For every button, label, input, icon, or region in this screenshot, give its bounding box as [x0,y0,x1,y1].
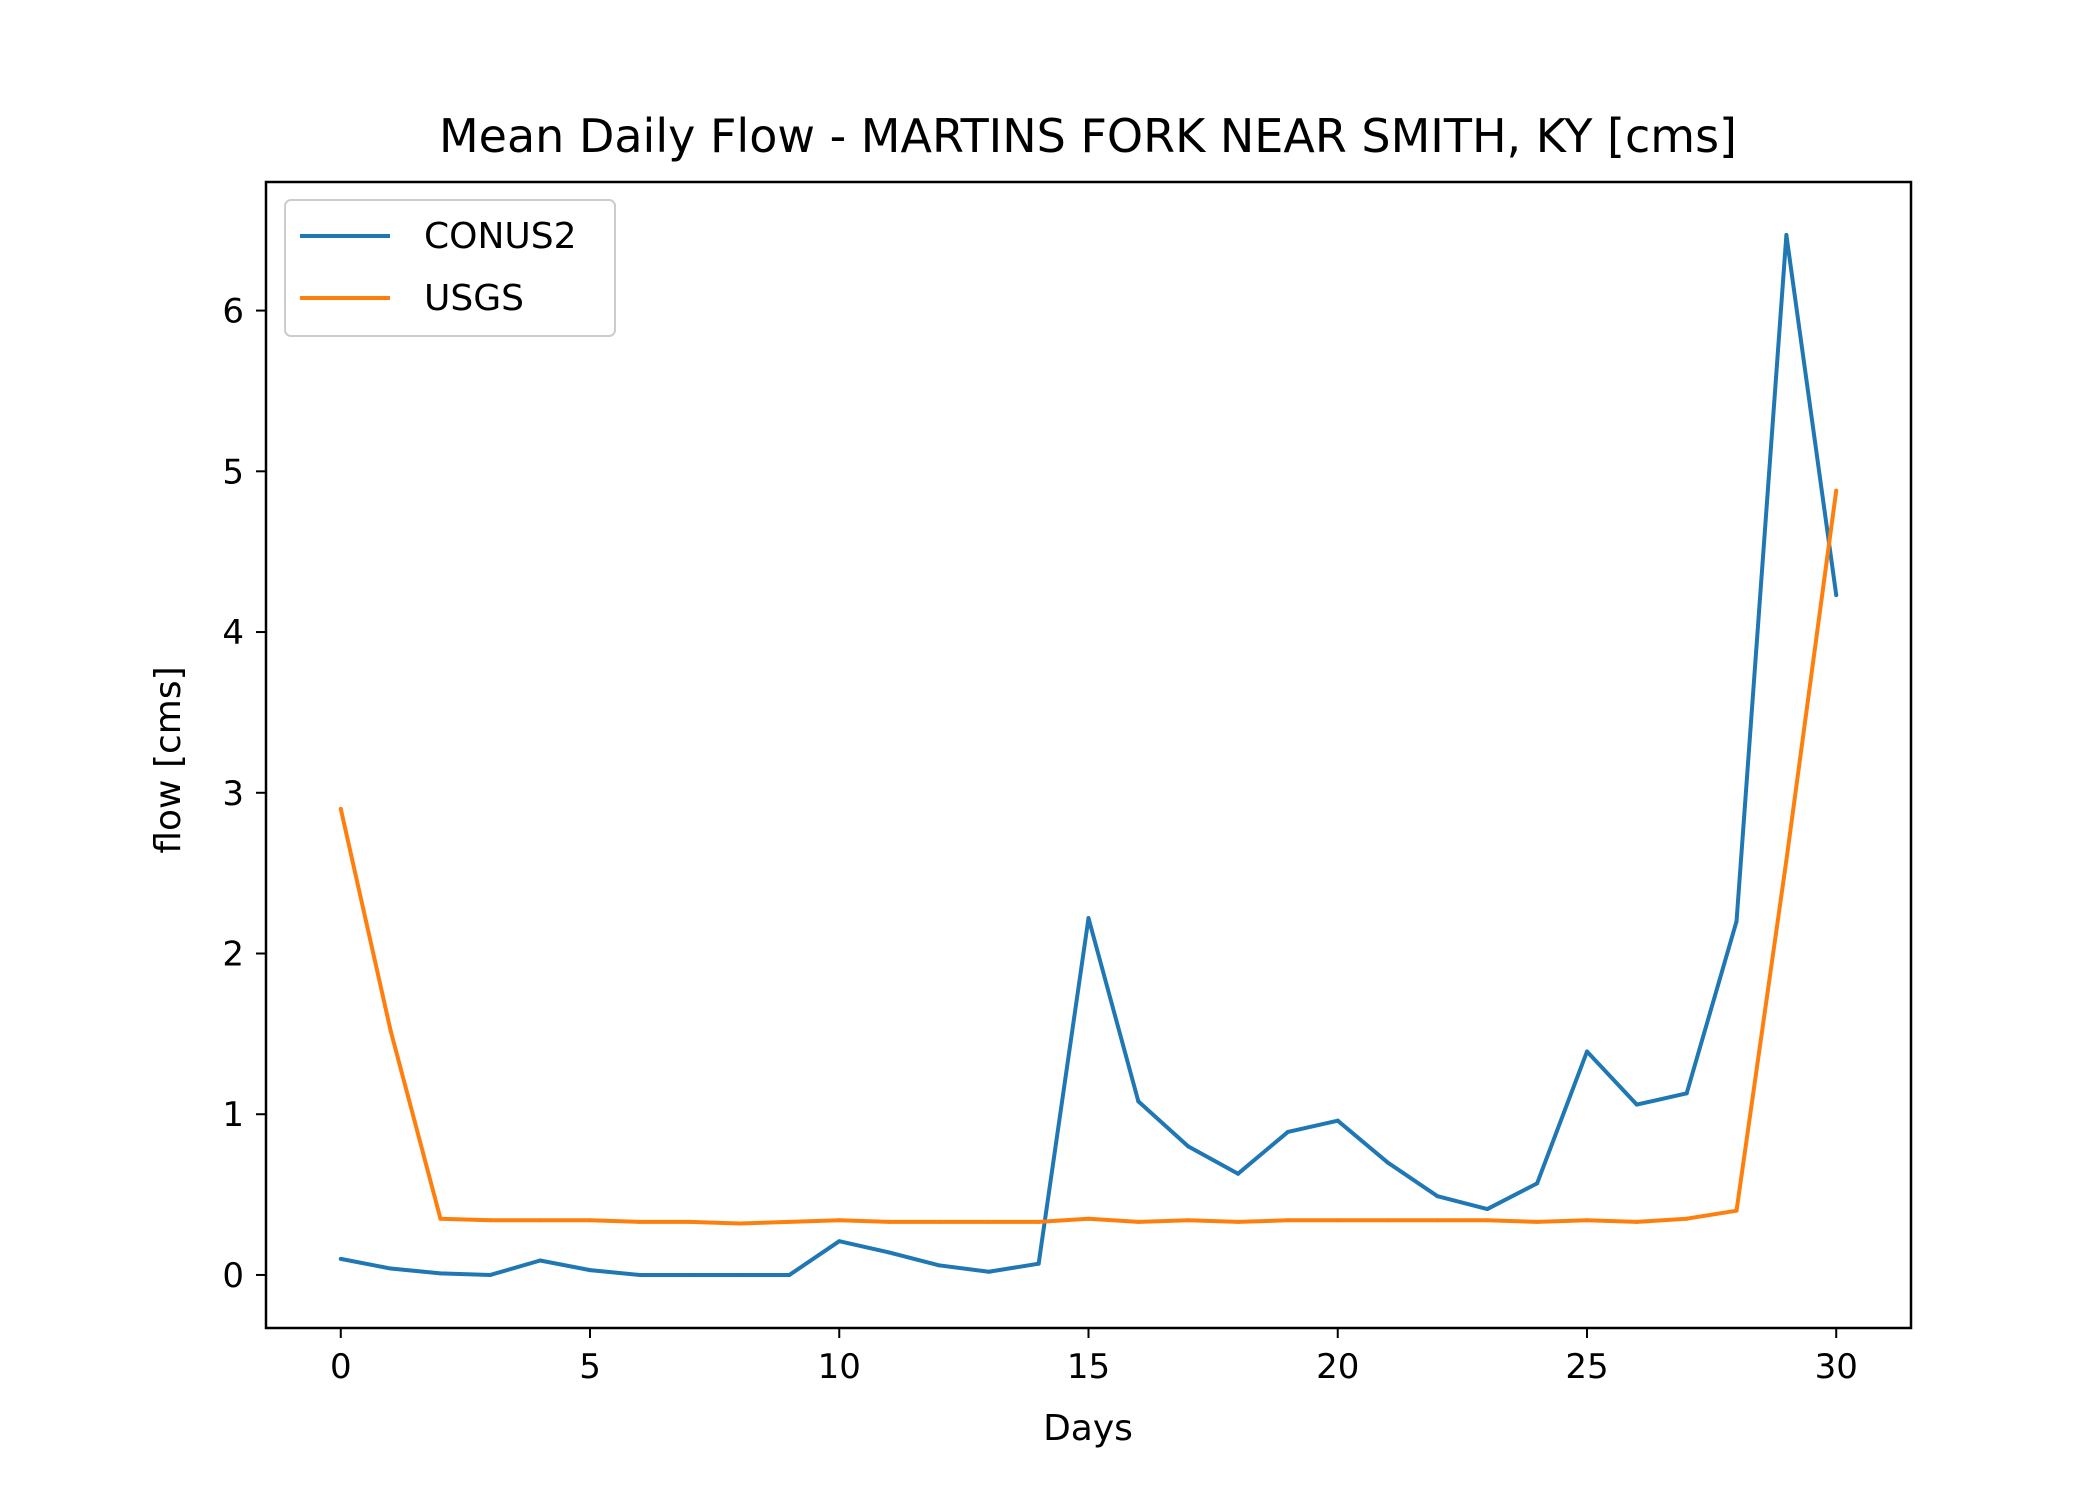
data-point [1834,593,1839,598]
data-point [1036,1219,1041,1224]
data-point [1385,1160,1390,1165]
data-point [637,1219,642,1224]
x-axis: 0 5 10 15 20 25 30 [330,1328,1858,1387]
data-point [1435,1194,1440,1199]
data-point [1584,1218,1589,1223]
data-point [1036,1261,1041,1266]
x-axis-label: Days [1043,1408,1133,1449]
y-tick-label: 3 [222,774,244,814]
data-point [737,1221,742,1226]
data-point [338,806,343,811]
data-point [1285,1129,1290,1134]
data-point [837,1218,842,1223]
data-point [1584,1049,1589,1054]
data-point [936,1263,941,1268]
y-tick-label: 5 [222,452,244,492]
data-point [986,1219,991,1224]
data-point [1535,1181,1540,1186]
series-usgs [338,488,1839,1226]
data-point [1236,1219,1241,1224]
x-tick-label: 30 [1815,1347,1858,1387]
chart-title: Mean Daily Flow - MARTINS FORK NEAR SMIT… [439,109,1737,163]
data-point [438,1271,443,1276]
data-point [1335,1218,1340,1223]
data-point [1485,1207,1490,1212]
data-point [986,1269,991,1274]
data-point [1086,1216,1091,1221]
legend: CONUS2 USGS [284,199,616,337]
data-point [388,1028,393,1033]
data-point [887,1219,892,1224]
data-point [887,1250,892,1255]
data-point [787,1272,792,1277]
data-point [1136,1099,1141,1104]
data-point [488,1218,493,1223]
x-tick-label: 0 [330,1347,352,1387]
x-tick-label: 15 [1067,1347,1110,1387]
data-point [1734,1208,1739,1213]
data-point [737,1272,742,1277]
legend-label: CONUS2 [424,216,577,257]
data-point [1535,1219,1540,1224]
data-point [1634,1219,1639,1224]
data-point [1136,1219,1141,1224]
plot-frame [264,180,1913,1330]
data-point [338,1256,343,1261]
data-point [1335,1118,1340,1123]
data-point [588,1268,593,1273]
legend-label: USGS [424,278,524,319]
x-tick-label: 10 [818,1347,861,1387]
data-point [1385,1218,1390,1223]
series-layer [338,233,1839,1277]
data-point [538,1258,543,1263]
data-point [388,1266,393,1271]
y-axis: 0 1 2 3 4 5 6 [222,292,266,1296]
y-tick-label: 2 [222,935,244,975]
y-tick-label: 0 [222,1256,244,1296]
data-point [588,1218,593,1223]
data-point [1684,1091,1689,1096]
data-point [936,1219,941,1224]
data-point [1784,858,1789,863]
y-axis-label: flow [cms] [148,666,189,853]
data-point [488,1272,493,1277]
y-tick-label: 1 [222,1095,244,1135]
data-point [1834,488,1839,493]
x-tick-label: 25 [1565,1347,1608,1387]
data-point [1435,1218,1440,1223]
y-tick-label: 4 [222,613,244,653]
data-point [637,1272,642,1277]
data-point [1485,1218,1490,1223]
data-point [687,1219,692,1224]
data-point [1086,916,1091,921]
data-point [837,1239,842,1244]
y-tick-label: 6 [222,292,244,332]
data-point [1186,1218,1191,1223]
x-tick-label: 5 [579,1347,601,1387]
data-point [1186,1144,1191,1149]
data-point [438,1216,443,1221]
data-point [1784,233,1789,238]
data-point [687,1272,692,1277]
series-conus2 [338,233,1839,1277]
data-point [538,1218,543,1223]
data-point [1285,1218,1290,1223]
data-point [787,1219,792,1224]
data-point [1684,1216,1689,1221]
data-point [1236,1171,1241,1176]
data-point [1734,919,1739,924]
data-point [1634,1102,1639,1107]
x-tick-label: 20 [1316,1347,1359,1387]
